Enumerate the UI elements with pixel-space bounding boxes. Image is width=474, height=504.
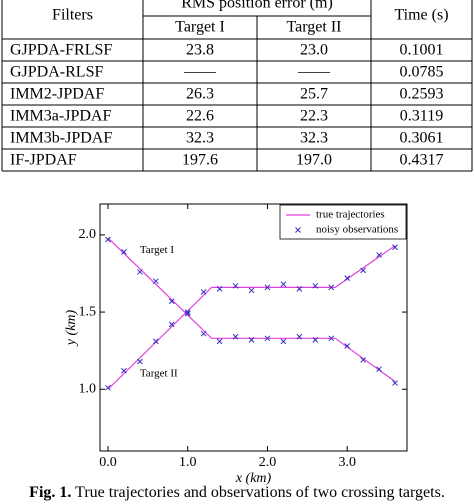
observation-marker [152,338,159,345]
annotation: Target II [140,367,178,379]
legend-label: true trajectories [316,209,385,221]
table-cell: —— [183,64,217,81]
observation-marker [184,309,191,315]
observation-marker [344,343,351,349]
observation-marker [121,367,127,374]
table-cell: GJPDA-RLSF [10,64,103,81]
observation-marker [216,338,223,345]
observation-marker [328,284,335,291]
table-cell: 32.3 [300,130,328,147]
table-cell: 0.1001 [400,42,444,59]
table-cell: 0.0785 [400,64,444,81]
observation-marker [344,275,351,281]
observation-marker [360,267,366,274]
table-header: RMS position error (m) [181,0,333,12]
legend-swatch [295,227,301,233]
table-header: Filters [52,7,93,24]
table-cell: 0.3119 [400,108,443,125]
x-axis-label: x (km) [235,471,272,486]
legend-box [279,204,407,240]
x-tick-label: 3.0 [338,455,356,470]
table-cell: 197.6 [182,152,218,169]
x-tick-label: 1.0 [179,455,197,470]
table-cell: IMM3a-JPDAF [10,108,111,125]
table-cell: 23.0 [300,42,328,59]
observation-marker [216,286,223,292]
observation-marker [232,282,239,289]
observation-marker [360,357,366,363]
observation-marker [152,278,159,285]
table-cell: 0.2593 [400,86,444,103]
observation-marker [200,289,207,295]
table-cell: —— [297,64,331,81]
caption: Fig. 1. True trajectories and observatio… [29,484,445,501]
legend-label: noisy observations [316,224,398,236]
observation-marker [200,330,207,337]
observation-marker [168,321,175,328]
table-header: Target II [287,19,342,36]
trajectory-line [107,237,396,383]
y-axis-label: y (km) [64,309,79,347]
caption-label: Fig. 1. [29,484,71,501]
observation-marker [312,336,319,343]
table-header: Time (s) [394,7,448,24]
trajectory-line [107,245,396,390]
observation-marker [376,366,382,373]
observation-marker [105,236,111,243]
observation-marker [137,358,143,365]
plot-frame [99,203,408,452]
observation-marker [312,282,319,289]
table-cell: 0.4317 [400,152,444,169]
table-cell: 23.8 [186,42,214,59]
table-cell: IMM2-JPDAF [10,86,104,103]
observation-marker [280,281,287,288]
observation-marker [392,380,398,386]
table-cell: GJPDA-FRLSF [10,42,112,59]
observation-marker [376,252,382,258]
table-cell: 25.7 [300,86,328,103]
table-header: Target I [175,19,225,36]
table-cell: 22.6 [186,108,214,125]
caption-text: True trajectories and observations of tw… [75,484,445,501]
observation-marker [296,333,303,340]
observation-marker [328,335,335,342]
y-tick-label: 2.0 [79,227,97,242]
observation-marker [137,269,143,275]
table-cell: IF-JPDAF [10,152,77,169]
observation-marker [248,336,255,343]
table-cell: IMM3b-JPDAF [10,130,112,147]
observation-marker [392,244,398,251]
observation-marker [184,310,191,317]
observation-marker [232,333,239,340]
observation-marker [280,338,287,345]
observation-marker [105,384,111,391]
observation-marker [248,287,255,294]
annotation: Target I [140,244,174,256]
x-tick-label: 0.0 [99,455,117,470]
observation-marker [264,284,271,291]
x-tick-label: 2.0 [259,455,277,470]
observation-marker [121,249,127,255]
table-cell: 32.3 [186,130,214,147]
y-tick-label: 1.5 [79,304,97,319]
table-cell: 197.0 [296,152,332,169]
table-cell: 0.3061 [400,130,444,147]
table-cell: 22.3 [300,108,328,125]
y-tick-label: 1.0 [79,381,97,396]
observation-marker [264,335,271,342]
observation-marker [168,298,175,305]
table-cell: 26.3 [186,86,214,103]
observation-marker [296,286,303,292]
